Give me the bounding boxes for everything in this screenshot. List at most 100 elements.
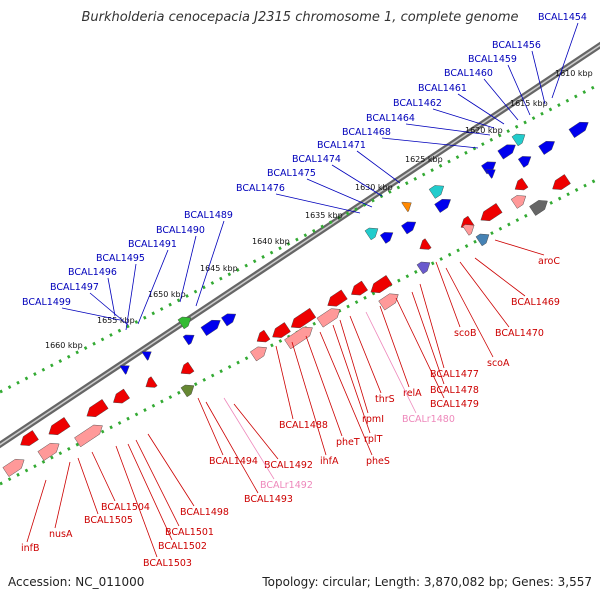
reverse-label-leader [445, 267, 494, 358]
reverse-gene-light-block-shape [250, 346, 267, 362]
reverse-gene-arrow [351, 280, 368, 296]
reverse-gene-arrow [48, 417, 71, 435]
reverse-gene-arrow [480, 203, 503, 221]
reverse-gene-label: scoB [454, 328, 477, 339]
reverse-gene-arrow-shape [370, 275, 393, 293]
reverse-gene-light-block [74, 424, 103, 448]
reverse-gene-label: ihfA [320, 456, 339, 467]
reverse-label-leader [77, 457, 99, 515]
reverse-gene-label: BCAL1479 [430, 399, 479, 410]
reverse-gene-label: BCAL1477 [430, 369, 479, 380]
forward-label-leader [275, 193, 361, 214]
forward-gene-arrow-shape [485, 169, 496, 179]
reverse-gene-label: pheS [366, 456, 390, 467]
reverse-gene-arrow [552, 174, 571, 190]
reverse-label-leader [411, 291, 445, 385]
forward-gene-label: BCAL1489 [184, 210, 233, 221]
reverse-label-leader [379, 305, 410, 388]
kbp-tick-label: 1645 kbp [200, 264, 238, 273]
genome-summary-text: Topology: circular; Length: 3,870,082 bp… [262, 575, 592, 589]
kbp-tick-label: 1640 kbp [252, 237, 290, 246]
gene-block-olive [180, 384, 195, 398]
reverse-gene-light-block [316, 308, 341, 328]
forward-gene-arrow-shape [517, 156, 532, 168]
kbp-tick-label: 1615 kbp [510, 99, 548, 108]
reverse-gene-arrow-shape [113, 388, 130, 404]
gene-block-cyan [428, 185, 445, 199]
forward-label-leader [331, 164, 383, 197]
forward-gene-arrow [517, 156, 532, 168]
forward-gene-label: BCAL1471 [317, 140, 366, 151]
forward-gene-label: BCAL1476 [236, 183, 285, 194]
forward-label-leader [306, 178, 373, 208]
forward-label-leader [137, 249, 169, 325]
reverse-gene-light-block [378, 293, 399, 311]
reverse-gene-arrow-shape [48, 417, 71, 435]
gene-block-gray-shape [529, 200, 548, 216]
reverse-label-leader [339, 319, 369, 414]
reverse-gene-label: rpmI [362, 414, 384, 425]
gene-block-cyan-shape [428, 185, 445, 199]
gene-block-orange [401, 201, 412, 213]
gene-block-cyan-shape [511, 133, 526, 147]
forward-label-leader [432, 108, 495, 129]
forward-label-leader [551, 22, 579, 99]
reverse-gene-light-block-shape [74, 424, 103, 448]
gene-block-cyan [511, 133, 526, 147]
reverse-label-leader [223, 397, 275, 480]
forward-gene-arrow-shape [401, 221, 417, 235]
forward-gene-label: BCAL1496 [68, 267, 117, 278]
reverse-gene-arrow [290, 307, 317, 329]
forward-gene-arrow-shape [141, 351, 152, 361]
forward-gene-arrow [481, 161, 497, 175]
gene-block-purple-shape [416, 261, 431, 275]
forward-label-leader [89, 292, 129, 326]
reverse-label-leader [205, 401, 259, 494]
reverse-gene-label: relA [403, 388, 422, 399]
reverse-gene-arrow-shape [552, 174, 571, 190]
reverse-gene-light-block-shape [378, 293, 399, 311]
reverse-gene-arrow [180, 361, 195, 375]
forward-gene-arrow-shape [434, 199, 451, 213]
reverse-gene-arrow-shape [514, 177, 529, 191]
reverse-gene-label: BCAL1501 [165, 527, 214, 538]
kbp-tick-label: 1625 kbp [405, 155, 443, 164]
forward-gene-label: BCAL1464 [366, 113, 415, 124]
reverse-gene-light-block [250, 346, 267, 362]
reverse-gene-arrow-shape [290, 307, 317, 329]
reverse-label-leader [275, 345, 294, 420]
gene-block-cyan-shape [364, 227, 379, 241]
reverse-gene-label: rplT [364, 434, 383, 445]
forward-gene-arrow-shape [379, 232, 394, 244]
reverse-gene-label: BCAL1469 [511, 297, 560, 308]
reverse-label-leader [54, 461, 71, 529]
forward-gene-arrow-shape [200, 319, 221, 336]
reverse-gene-light-block [462, 224, 475, 236]
reverse-gene-label: nusA [49, 529, 73, 540]
rna-gene-label: BCALr1492 [260, 480, 313, 491]
reverse-gene-label: infB [21, 543, 40, 554]
forward-gene-arrow-shape [538, 141, 555, 155]
reverse-label-leader [365, 311, 417, 414]
forward-gene-arrow [141, 351, 152, 361]
reverse-label-leader [435, 261, 461, 328]
reverse-label-leader [26, 479, 47, 543]
forward-label-leader [381, 137, 479, 149]
forward-label-leader [405, 123, 491, 136]
forward-gene-arrow [568, 121, 589, 138]
reverse-gene-arrow-shape [419, 238, 432, 250]
forward-label-leader [483, 78, 519, 121]
reverse-gene-arrow-shape [480, 203, 503, 221]
forward-gene-arrow [401, 221, 417, 235]
reverse-gene-label: BCAL1494 [209, 456, 258, 467]
figure-title: Burkholderia cenocepacia J2315 chromosom… [81, 10, 519, 25]
forward-gene-arrow [497, 144, 516, 160]
gene-block-cyan [364, 227, 379, 241]
forward-gene-label: BCAL1461 [418, 83, 467, 94]
forward-gene-arrow [119, 365, 130, 375]
upper-scale-track [0, 82, 600, 394]
forward-gene-label: BCAL1491 [128, 239, 177, 250]
reverse-gene-arrow-shape [20, 430, 39, 446]
kbp-tick-label: 1660 kbp [45, 341, 83, 350]
